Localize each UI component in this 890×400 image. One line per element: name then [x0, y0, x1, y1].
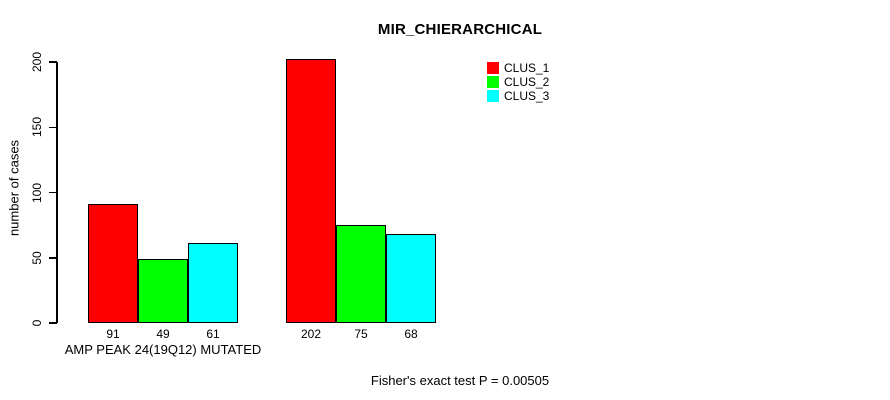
legend-swatch-clus_3 — [487, 90, 499, 102]
y-tick — [49, 257, 57, 259]
legend-item: CLUS_1 — [487, 61, 549, 75]
legend-label: CLUS_3 — [504, 89, 550, 103]
legend-swatch-clus_2 — [487, 76, 499, 88]
legend-item: CLUS_3 — [487, 89, 549, 103]
bar-clus_2 — [336, 225, 386, 323]
bar-value-label: 202 — [300, 327, 322, 341]
y-tick — [49, 322, 57, 324]
group-label: AMP PEAK 24(19Q12) MUTATED — [64, 342, 262, 357]
stat-annotation: Fisher's exact test P = 0.00505 — [370, 373, 550, 388]
y-tick-label: 50 — [30, 251, 44, 265]
legend-label: CLUS_1 — [504, 61, 550, 75]
bar-clus_1 — [286, 59, 336, 323]
y-tick-label: 150 — [30, 117, 44, 138]
bar-value-label: 61 — [206, 327, 220, 341]
bar-clus_2 — [138, 259, 188, 323]
bar-clus_1 — [88, 204, 138, 323]
y-tick — [49, 126, 57, 128]
bar-value-label: 91 — [106, 327, 120, 341]
y-tick-label: 0 — [30, 319, 44, 327]
y-tick-label: 100 — [30, 182, 44, 203]
legend-swatch-clus_1 — [487, 62, 499, 74]
y-tick — [49, 61, 57, 63]
bar-value-label: 49 — [156, 327, 170, 341]
bar-value-label: 68 — [404, 327, 418, 341]
bar-clus_3 — [188, 243, 238, 323]
bar-value-label: 75 — [354, 327, 368, 341]
bar-clus_3 — [386, 234, 436, 323]
y-axis-title: number of cases — [6, 139, 22, 237]
y-tick-label: 200 — [30, 51, 44, 73]
y-tick — [49, 191, 57, 194]
legend-item: CLUS_2 — [487, 75, 549, 89]
chart-title: MIR_CHIERARCHICAL — [377, 21, 543, 38]
legend: CLUS_1 CLUS_2 CLUS_3 — [487, 61, 549, 103]
legend-label: CLUS_2 — [504, 75, 550, 89]
